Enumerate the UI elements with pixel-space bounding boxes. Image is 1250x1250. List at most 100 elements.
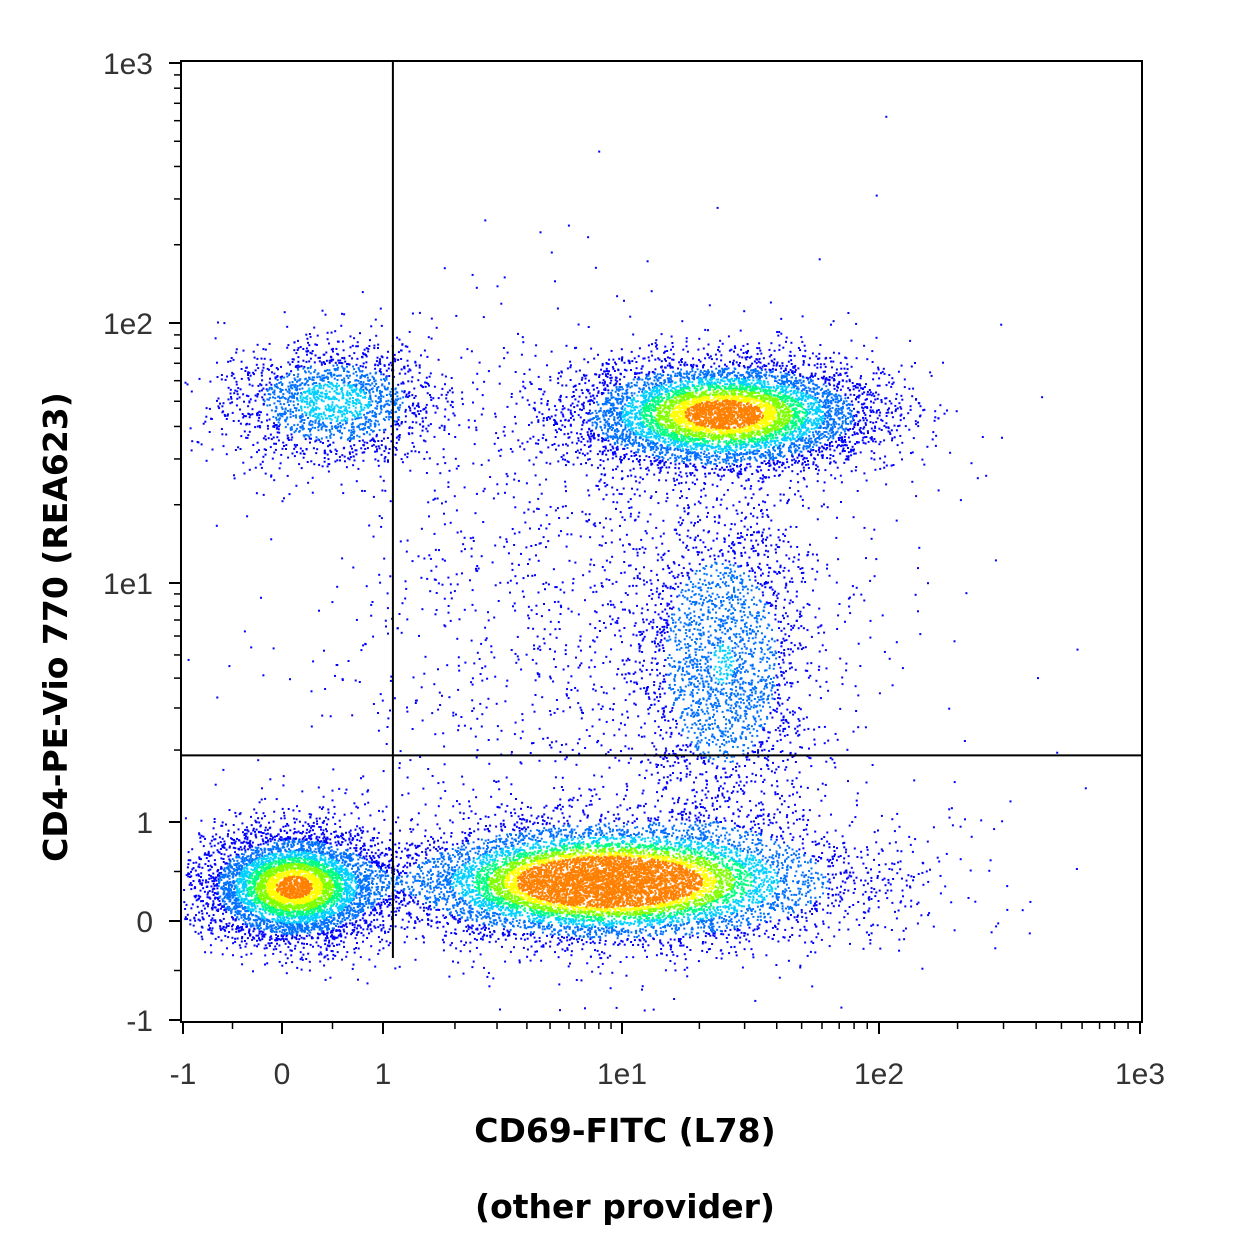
event-dot [643,735,646,738]
event-dot [677,757,680,760]
event-dot [847,458,850,461]
event-dot [421,608,424,611]
event-dot [580,717,583,720]
event-dot [264,829,267,832]
event-dot [208,914,211,917]
event-dot [437,805,440,808]
event-dot [548,408,551,411]
event-dot [865,867,868,869]
event-dot [852,448,854,451]
event-dot [796,461,799,464]
event-dot [434,733,437,736]
event-dot [504,491,506,494]
event-dot [330,348,333,351]
event-dot [635,367,638,370]
event-dot [248,468,251,471]
event-dot [576,456,579,459]
event-dot [449,521,452,524]
event-dot [569,409,572,412]
event-dot [420,686,423,689]
event-dot [277,833,280,836]
event-dot [859,665,862,667]
event-dot [304,821,307,824]
event-dot [838,904,840,907]
event-dot [775,551,777,554]
event-dot [610,648,613,651]
event-dot [752,515,755,518]
event-dot [461,572,463,575]
event-dot [618,759,621,762]
event-dot [477,932,480,935]
event-dot [784,586,787,589]
event-dot [898,949,901,952]
event-dot [777,592,780,595]
event-dot [370,945,373,948]
event-dot [776,808,779,811]
event-dot [481,935,484,938]
event-dot [880,848,883,851]
event-dot [791,470,794,473]
event-dot [832,320,835,323]
event-dot [638,572,641,575]
event-dot [191,903,194,906]
event-dot [930,374,933,377]
event-dot [623,663,626,666]
event-dot [543,642,546,645]
event-dot [523,818,526,821]
event-dot [430,836,433,838]
event-dot [816,453,819,456]
event-dot [854,816,857,819]
event-dot [550,817,553,820]
event-dot [487,697,490,700]
event-dot [300,968,303,971]
event-dot [363,490,366,492]
event-dot [231,371,234,374]
event-dot [198,880,201,883]
event-dot [385,940,388,943]
event-dot [635,361,638,363]
event-dot [471,699,474,702]
event-dot [384,853,387,855]
event-dot [590,558,593,561]
event-dot [299,958,302,961]
event-dot [266,828,269,831]
event-dot [644,530,647,533]
event-dot [673,562,676,565]
event-dot [803,469,805,472]
event-dot [802,646,805,649]
event-dot [803,925,806,928]
event-dot [559,798,562,801]
event-dot [360,836,363,839]
event-dot [667,941,670,944]
event-dot [700,799,703,802]
event-dot [791,650,794,653]
event-dot [651,593,654,595]
event-dot [779,724,782,727]
event-dot [650,589,653,591]
event-dot [569,360,572,363]
event-dot [748,940,751,943]
event-dot [751,362,754,365]
event-dot [577,323,580,326]
event-dot [827,926,830,929]
event-dot [836,516,838,519]
event-dot [800,625,803,628]
event-dot [311,350,314,352]
event-dot [337,934,340,937]
event-dot [985,474,988,477]
event-dot [739,542,742,545]
event-dot [187,658,190,661]
event-dot [633,493,636,496]
event-dot [793,366,796,369]
event-dot [355,480,358,483]
event-dot [318,609,320,612]
event-dot [244,832,246,835]
event-dot [867,432,869,434]
event-dot [623,299,625,302]
event-dot [221,927,224,930]
event-dot [321,465,324,468]
event-dot [635,681,638,684]
event-dot [567,965,570,968]
event-dot [435,609,438,611]
event-dot [376,448,378,451]
